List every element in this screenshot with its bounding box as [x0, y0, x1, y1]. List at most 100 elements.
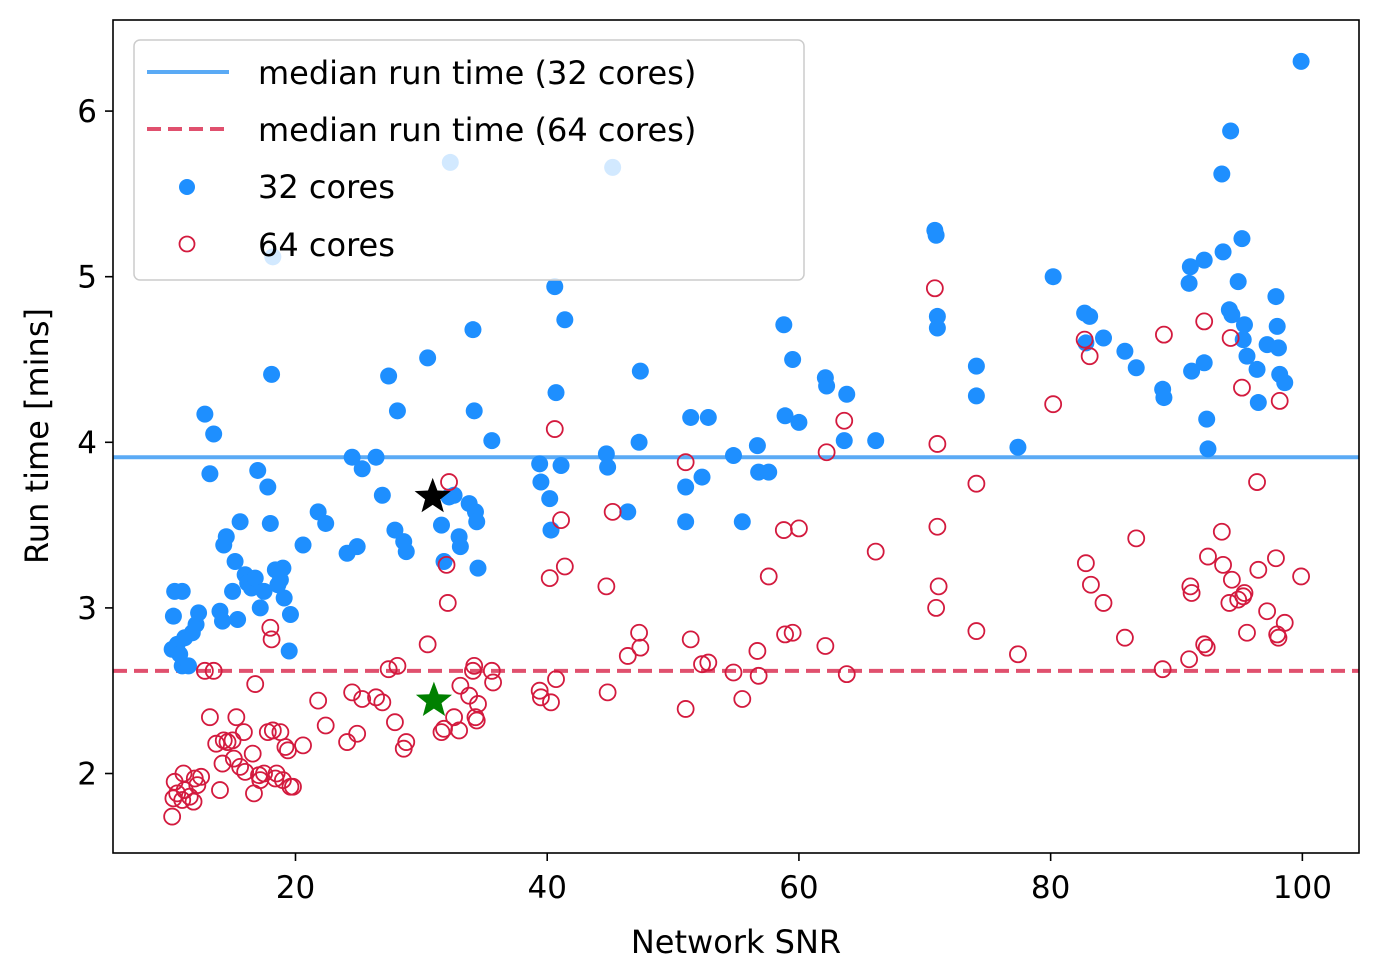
point-32-cores: [196, 405, 214, 423]
point-64-cores: [367, 688, 385, 707]
point-64-cores: [276, 738, 295, 756]
point-32-cores: [164, 607, 182, 625]
point-64-cores: [532, 688, 550, 707]
point-32-cores: [1195, 251, 1213, 269]
point-32-cores: [724, 447, 742, 465]
point-32-cores: [967, 387, 985, 405]
y-axis-label: Run time [mins]: [18, 308, 56, 564]
point-64-cores: [482, 661, 501, 680]
point-64-cores: [1044, 395, 1063, 414]
point-32-cores: [465, 402, 483, 420]
point-64-cores: [1116, 628, 1134, 647]
point-64-cores: [1233, 378, 1251, 397]
point-32-cores: [835, 432, 853, 450]
point-32-cores: [251, 599, 269, 617]
point-32-cores: [380, 367, 398, 385]
point-32-cores: [1213, 165, 1231, 183]
point-32-cores: [699, 408, 717, 426]
point-64-cores: [759, 567, 778, 586]
point-32-cores: [1214, 243, 1232, 261]
point-64-cores: [733, 690, 752, 708]
point-32-cores: [432, 516, 450, 534]
point-64-cores: [440, 473, 458, 491]
point-32-cores: [1223, 306, 1241, 324]
point-32-cores: [445, 486, 463, 504]
legend-label-median-64: median run time (64 cores): [258, 111, 696, 149]
point-64-cores: [866, 542, 885, 561]
point-64-cores: [309, 691, 328, 710]
point-32-cores: [1267, 288, 1285, 306]
point-64-cores: [603, 502, 622, 521]
point-64-cores: [388, 656, 407, 675]
point-32-cores: [967, 357, 985, 375]
y-tick-label: 5: [77, 260, 97, 296]
point-64-cores: [837, 665, 856, 684]
point-64-cores: [418, 635, 437, 654]
point-64-cores: [547, 670, 565, 689]
point-64-cores: [1292, 567, 1311, 586]
point-64-cores: [211, 781, 229, 799]
point-64-cores: [484, 673, 502, 692]
point-32-cores: [386, 521, 404, 539]
series-64-cores: [163, 279, 1311, 826]
point-32-cores: [597, 445, 615, 463]
point-32-cores: [546, 278, 564, 296]
point-64-cores: [246, 675, 265, 693]
point-32-cores: [776, 407, 794, 425]
legend-label-median-32: median run time (32 cores): [258, 54, 696, 92]
point-64-cores: [1094, 594, 1113, 612]
point-64-cores: [545, 420, 564, 438]
point-32-cores: [388, 402, 406, 420]
point-32-cores: [784, 350, 802, 368]
point-32-cores: [213, 612, 231, 630]
point-64-cores: [929, 577, 948, 596]
point-64-cores: [1127, 529, 1146, 548]
point-64-cores: [817, 443, 836, 462]
point-32-cores: [353, 460, 371, 478]
point-64-cores: [555, 557, 574, 576]
point-64-cores: [1235, 584, 1254, 602]
point-32-cores: [1249, 394, 1267, 412]
point-64-cores: [724, 663, 743, 682]
point-32-cores: [1195, 354, 1213, 372]
point-32-cores: [397, 543, 415, 561]
point-32-cores: [631, 362, 649, 380]
point-64-cores: [699, 653, 718, 672]
point-32-cores: [224, 582, 242, 600]
point-64-cores: [1248, 473, 1266, 491]
point-64-cores: [681, 630, 700, 649]
point-32-cores: [419, 349, 437, 367]
point-32-cores: [468, 513, 486, 531]
point-64-cores: [184, 792, 203, 811]
point-32-cores: [1009, 438, 1027, 456]
point-32-cores: [1235, 316, 1253, 334]
point-32-cores: [173, 582, 191, 600]
point-64-cores: [227, 708, 246, 727]
point-64-cores: [676, 453, 695, 472]
point-64-cores: [1195, 312, 1214, 331]
point-64-cores: [776, 625, 794, 644]
point-64-cores: [1155, 325, 1173, 344]
point-64-cores: [552, 511, 570, 530]
point-32-cores: [1095, 329, 1113, 347]
point-64-cores: [1269, 628, 1288, 647]
point-64-cores: [1181, 577, 1200, 596]
point-64-cores: [397, 733, 416, 751]
point-64-cores: [263, 721, 282, 740]
point-64-cores: [284, 777, 302, 796]
point-64-cores: [1082, 575, 1100, 594]
point-32-cores: [281, 606, 299, 624]
point-32-cores: [226, 553, 244, 571]
point-64-cores: [204, 661, 223, 680]
point-64-cores: [1229, 590, 1248, 609]
point-32-cores: [630, 433, 648, 451]
point-64-cores: [1222, 570, 1241, 589]
point-64-cores: [1076, 554, 1095, 573]
point-32-cores: [693, 468, 711, 486]
series-32-cores: [163, 52, 1310, 675]
point-32-cores: [1229, 273, 1247, 291]
point-32-cores: [677, 478, 695, 496]
point-64-cores: [928, 517, 947, 536]
legend-label-32-cores: 32 cores: [258, 168, 395, 206]
point-64-cores: [542, 693, 560, 712]
